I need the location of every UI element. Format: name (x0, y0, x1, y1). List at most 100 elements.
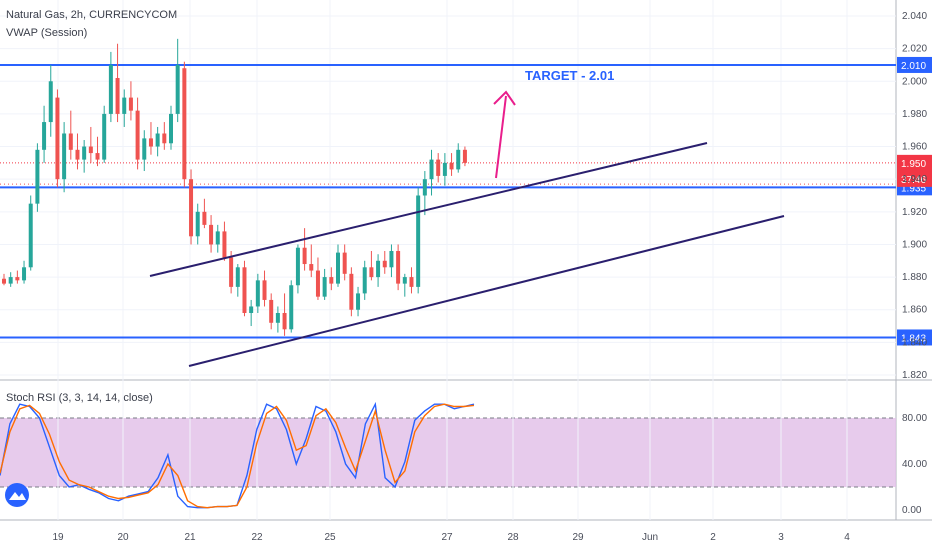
candle-body[interactable] (242, 267, 247, 313)
current-price-label: 1.950 (901, 159, 926, 170)
candle-body[interactable] (175, 64, 180, 114)
candle-body[interactable] (229, 257, 234, 287)
candle-body[interactable] (275, 312, 280, 323)
candle-body[interactable] (82, 146, 87, 160)
candle-body[interactable] (356, 293, 361, 310)
candle-body[interactable] (135, 110, 140, 160)
candle-body[interactable] (429, 159, 434, 180)
candle-body[interactable] (102, 113, 107, 160)
candle-body[interactable] (115, 78, 120, 114)
target-label[interactable]: TARGET - 2.01 (525, 68, 614, 83)
candle-body[interactable] (382, 260, 387, 268)
symbol-legend[interactable]: Natural Gas, 2h, CURRENCYCOM (6, 9, 178, 21)
candle-body[interactable] (108, 64, 113, 114)
candle-body[interactable] (369, 267, 374, 278)
candle-body[interactable] (329, 277, 334, 284)
candle-body[interactable] (376, 260, 381, 278)
candle-body[interactable] (22, 267, 27, 281)
candle-body[interactable] (442, 162, 447, 176)
candle-body[interactable] (449, 162, 454, 170)
target-arrow[interactable] (495, 95, 507, 179)
price-tick-label: 1.840 (902, 337, 927, 348)
candle-body[interactable] (262, 280, 267, 300)
grid-lines (0, 0, 896, 520)
candle-body[interactable] (122, 97, 127, 114)
candle-body[interactable] (189, 179, 194, 237)
time-tick-label: 27 (441, 532, 453, 543)
candle-body[interactable] (128, 97, 133, 111)
candle-body[interactable] (2, 278, 6, 284)
candle-body[interactable] (315, 270, 320, 297)
channel-lower-line[interactable] (188, 215, 785, 367)
candle-body[interactable] (235, 267, 240, 287)
candle-body[interactable] (48, 81, 53, 123)
candle-body[interactable] (362, 267, 367, 294)
rsi-tick-label: 80.00 (902, 413, 927, 424)
candle-body[interactable] (302, 247, 307, 265)
candle-body[interactable] (462, 149, 467, 163)
candle-body[interactable] (35, 149, 40, 204)
candle-body[interactable] (215, 231, 220, 245)
candle-body[interactable] (409, 277, 414, 287)
candle-body[interactable] (342, 252, 347, 274)
rsi-tick-label: 40.00 (902, 459, 927, 470)
candle-body[interactable] (222, 231, 227, 258)
candle-body[interactable] (75, 149, 80, 160)
candle-body[interactable] (396, 250, 401, 284)
level-price-tag (897, 56, 932, 73)
stoch-rsi-lines[interactable] (0, 401, 475, 509)
stoch-rsi-legend[interactable]: Stoch RSI (3, 3, 14, 14, close) (6, 392, 153, 404)
candle-body[interactable] (142, 138, 147, 160)
candle-body[interactable] (255, 280, 260, 307)
candle-body[interactable] (289, 285, 294, 330)
candlestick-series[interactable] (2, 38, 467, 336)
candle-body[interactable] (68, 133, 73, 150)
candle-body[interactable] (42, 122, 47, 150)
axes: 1.820 1.840 1.860 1.880 1.900 1.920 1.940 1.960… (52, 11, 927, 543)
candle-body[interactable] (249, 306, 254, 313)
candle-body[interactable] (322, 277, 327, 297)
time-tick-label: 25 (324, 532, 336, 543)
candle-body[interactable] (195, 211, 200, 237)
candle-body[interactable] (15, 277, 20, 281)
price-tick-label: 1.980 (902, 109, 927, 120)
candle-body[interactable] (282, 312, 287, 330)
stoch-rsi-d-line[interactable] (0, 403, 475, 509)
vwap-legend[interactable]: VWAP (Session) (6, 27, 88, 39)
candle-body[interactable] (389, 250, 394, 268)
channel-upper-line[interactable] (149, 142, 708, 277)
candle-body[interactable] (28, 203, 33, 268)
candle-body[interactable] (269, 299, 274, 323)
candle-body[interactable] (349, 273, 354, 310)
candle-body[interactable] (309, 264, 314, 271)
candle-body[interactable] (88, 146, 93, 154)
candle-body[interactable] (416, 195, 421, 287)
candle-body[interactable] (202, 211, 207, 225)
candle-body[interactable] (162, 133, 167, 144)
candle-body[interactable] (436, 159, 441, 176)
trend-channel[interactable] (149, 142, 785, 367)
candle-body[interactable] (209, 224, 214, 245)
candle-body[interactable] (456, 149, 461, 170)
candle-body[interactable] (422, 179, 427, 196)
current-price-tag (897, 154, 932, 187)
time-tick-label: 22 (251, 532, 263, 543)
target-annotation[interactable]: TARGET - 2.01 (493, 68, 614, 179)
tradingview-logo[interactable] (5, 483, 29, 507)
candle-body[interactable] (62, 133, 67, 180)
candle-body[interactable] (295, 247, 300, 286)
candle-body[interactable] (8, 277, 13, 284)
candle-body[interactable] (155, 133, 160, 147)
candle-body[interactable] (55, 97, 60, 180)
rsi-band-fill (0, 418, 896, 487)
candle-body[interactable] (169, 113, 173, 144)
candle-body[interactable] (402, 277, 407, 284)
candle-body[interactable] (95, 153, 100, 160)
price-tick-label: 1.820 (902, 370, 927, 381)
candle-body[interactable] (182, 68, 187, 180)
horizontal-levels[interactable]: 2.010 1.935 1.843 1.950 37:46 (0, 56, 932, 346)
stoch-rsi-band (0, 417, 896, 488)
candle-body[interactable] (336, 252, 340, 284)
candle-body[interactable] (148, 138, 153, 147)
